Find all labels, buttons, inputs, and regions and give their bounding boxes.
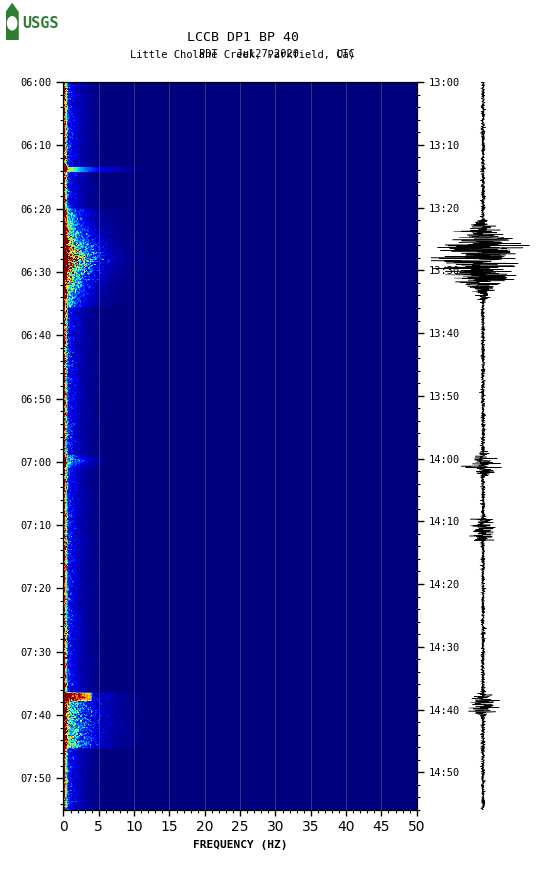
Polygon shape [6,3,19,40]
Text: Little Cholane Creek, Parkfield, Ca): Little Cholane Creek, Parkfield, Ca) [130,49,355,59]
Circle shape [8,17,17,29]
X-axis label: FREQUENCY (HZ): FREQUENCY (HZ) [193,840,288,850]
Text: USGS: USGS [22,16,59,31]
Text: PDT   Jul27,2020: PDT Jul27,2020 [199,49,299,59]
Text: UTC: UTC [337,49,355,59]
Text: LCCB DP1 BP 40: LCCB DP1 BP 40 [187,31,299,45]
